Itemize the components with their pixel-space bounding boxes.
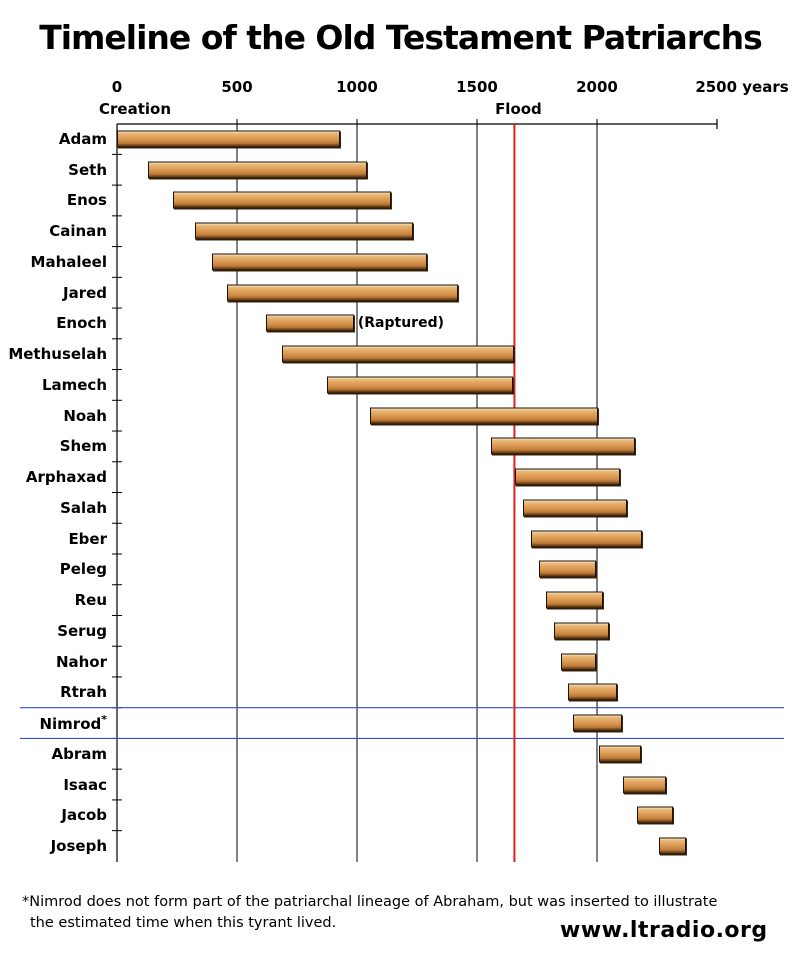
annotation-raptured: (Raptured) (357, 315, 445, 332)
lifespan-bar (281, 345, 515, 363)
row-label: Noah (63, 406, 107, 425)
chart-lines (20, 119, 784, 862)
row-label: Nahor (55, 652, 107, 671)
lifespan-bar (514, 468, 621, 486)
row-label: Methuselah (8, 345, 107, 364)
lifespan-bar (117, 130, 341, 148)
website-url: www.ltradio.org (560, 918, 768, 943)
footnote: *Nimrod does not form part of the patria… (22, 892, 792, 934)
x-tick-label: 2500 years (695, 78, 789, 96)
lifespan-bar (490, 437, 635, 455)
x-tick-label: 0 (111, 78, 123, 96)
row-label: Eber (68, 529, 107, 548)
lifespan-bar (530, 530, 642, 548)
marker-label-flood: Flood (495, 100, 542, 118)
lifespan-bar (326, 376, 514, 394)
lifespan-bar (560, 653, 597, 671)
row-label: Reu (74, 591, 107, 610)
row-label: Shem (59, 437, 107, 456)
row-label: Jared (62, 283, 107, 302)
lifespan-bar (370, 407, 599, 425)
lifespan-bar (573, 714, 622, 732)
row-label: Peleg (59, 560, 107, 579)
row-label: Nimrod* (39, 713, 107, 734)
row-label: Adam (58, 130, 107, 148)
lifespan-bar (567, 683, 617, 701)
row-label: Cainan (49, 222, 107, 241)
lifespan-bar (266, 314, 354, 332)
lifespan-bar (195, 222, 414, 240)
chart-title: Timeline of the Old Testament Patriarchs (39, 18, 763, 57)
timeline-chart: 0 500 1000 1500 2000 2500 years Creation Flood A… (8, 78, 789, 862)
lifespan-bar (523, 499, 628, 517)
lifespan-bar (173, 191, 391, 209)
x-tick-label: 2000 (576, 78, 618, 96)
row-label: Serug (57, 621, 107, 640)
x-tick-label: 500 (221, 78, 253, 96)
row-label: Enoch (56, 314, 107, 333)
x-tick-label: 1500 (456, 78, 498, 96)
lifespan-bar (598, 745, 641, 763)
row-label: Enos (66, 191, 107, 210)
row-label: Mahaleel (30, 252, 107, 271)
row-label: Abram (51, 744, 108, 763)
lifespan-bar (553, 622, 609, 640)
lifespan-bar (227, 284, 459, 302)
lifespan-bar (545, 591, 604, 609)
row-label: Jacob (61, 806, 107, 825)
lifespan-bar (622, 776, 667, 794)
row-label: Lamech (41, 375, 107, 394)
row-label: Joseph (50, 837, 107, 856)
lifespan-bar (659, 837, 686, 855)
lifespan-bar (538, 560, 597, 578)
x-tick-label: 1000 (336, 78, 378, 96)
row-label: Salah (60, 498, 107, 517)
lifespan-bar (148, 161, 368, 179)
row-label: Rtrah (60, 683, 107, 702)
row-label: Arphaxad (25, 468, 107, 487)
marker-label-creation: Creation (99, 100, 171, 118)
row-label: Seth (68, 160, 107, 179)
row-label: Isaac (63, 775, 107, 794)
footnote-line-1: *Nimrod does not form part of the patria… (22, 894, 718, 910)
lifespan-bar (211, 253, 427, 271)
footnote-line-2: the estimated time when this tyrant live… (30, 915, 337, 931)
lifespan-bar (637, 806, 673, 824)
